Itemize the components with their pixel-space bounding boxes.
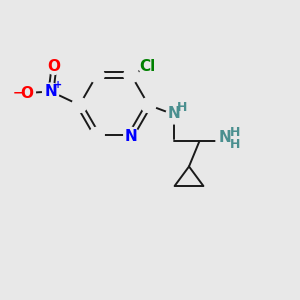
Text: N: N: [219, 130, 231, 146]
Text: N: N: [45, 84, 57, 99]
Circle shape: [72, 98, 87, 112]
Circle shape: [124, 68, 139, 82]
Circle shape: [89, 68, 104, 82]
Circle shape: [17, 84, 35, 102]
Text: −: −: [13, 86, 23, 100]
Text: Cl: Cl: [140, 58, 156, 74]
Circle shape: [141, 98, 156, 112]
Text: N: N: [168, 106, 180, 121]
Circle shape: [139, 57, 157, 75]
Circle shape: [89, 128, 104, 142]
Text: H: H: [230, 138, 240, 151]
Circle shape: [216, 132, 234, 150]
Text: H: H: [177, 101, 187, 114]
Text: H: H: [230, 126, 240, 139]
Circle shape: [166, 107, 182, 124]
Text: O: O: [47, 59, 61, 74]
Circle shape: [43, 83, 59, 100]
Text: N: N: [125, 129, 138, 144]
Text: +: +: [53, 80, 62, 90]
Text: O: O: [20, 85, 33, 100]
Circle shape: [124, 128, 139, 142]
Circle shape: [46, 59, 62, 74]
